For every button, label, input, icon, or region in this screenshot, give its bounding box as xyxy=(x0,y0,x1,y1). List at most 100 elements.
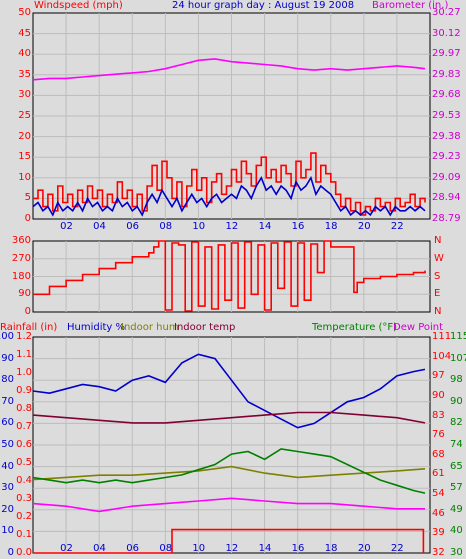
y2-tick-temperature-1: 39 xyxy=(432,527,445,539)
y-tick-rainfall-12: 1.2 xyxy=(16,331,32,342)
y-tick-direction-2: 180 xyxy=(11,270,31,282)
legend-temperature: Temperature (°F) xyxy=(312,322,398,333)
y-tick-rainfall-2: 0.2 xyxy=(16,511,32,522)
series-indoor-temp xyxy=(32,411,426,424)
x-tick-wind_baro-20: 20 xyxy=(357,221,371,232)
y2-tick-barometer-0: 28.79 xyxy=(432,213,461,224)
y3-tick-temperature-5: 74 xyxy=(450,439,463,450)
y-tick-direction-4: 360 xyxy=(11,235,31,246)
y2-tick-temperature-6: 76 xyxy=(432,429,445,441)
y3-tick-temperature-8: 98 xyxy=(450,374,463,386)
y3-tick-temperature-7: 90 xyxy=(450,395,463,407)
y2-tick-compass-1: E xyxy=(434,288,441,300)
y-tick-rainfall-7: 0.7 xyxy=(16,421,32,432)
x-tick-hum_temp-10: 10 xyxy=(192,543,206,554)
x-tick-wind_baro-08: 08 xyxy=(159,221,173,232)
y3-tick-temperature-6: 82 xyxy=(450,417,463,429)
y-tick-rainfall-11: 1.1 xyxy=(16,349,32,360)
series-humidity xyxy=(32,353,426,429)
y2-tick-temperature-8: 90 xyxy=(432,389,445,401)
y-tick-windspeed-1: 5 xyxy=(24,192,31,204)
x-tick-hum_temp-06: 06 xyxy=(126,543,139,554)
y2-tick-barometer-3: 29.23 xyxy=(432,151,461,163)
x-tick-wind_baro-10: 10 xyxy=(192,221,206,232)
series-dew-point xyxy=(32,497,425,513)
y-tick-direction-0: 0 xyxy=(24,306,31,317)
y-tick-rainfall-5: 0.5 xyxy=(16,457,32,468)
x-tick-hum_temp-08: 08 xyxy=(159,543,173,554)
x-tick-hum_temp-20: 20 xyxy=(357,543,371,554)
x-tick-wind_baro-06: 06 xyxy=(126,221,139,232)
y2-tick-barometer-4: 29.38 xyxy=(432,130,461,142)
y-tick-rainfall-4: 0.4 xyxy=(16,475,32,486)
x-tick-hum_temp-12: 12 xyxy=(225,543,239,554)
x-tick-hum_temp-04: 04 xyxy=(93,543,106,554)
y2-tick-temperature-11: 111 xyxy=(432,331,452,342)
y-tick-humidity-6: 60 xyxy=(1,417,14,429)
y3-tick-temperature-4: 65 xyxy=(450,460,463,472)
y2-tick-temperature-3: 54 xyxy=(432,488,445,500)
y-tick-humidity-0: 0 xyxy=(7,547,14,558)
y-tick-humidity-2: 20 xyxy=(1,503,14,515)
series-temperature xyxy=(32,448,426,494)
x-tick-wind_baro-04: 04 xyxy=(93,221,106,232)
y2-tick-temperature-7: 83 xyxy=(432,409,445,421)
y3-tick-temperature-9: 107 xyxy=(450,352,466,364)
y-tick-humidity-1: 10 xyxy=(1,525,14,537)
y-tick-windspeed-3: 15 xyxy=(18,151,31,163)
y3-tick-temperature-3: 57 xyxy=(450,482,463,494)
y-tick-windspeed-5: 25 xyxy=(18,110,31,121)
y2-tick-compass-0: N xyxy=(434,306,442,317)
legend-rainfall: Rainfall (in) xyxy=(0,322,58,333)
y-tick-direction-1: 90 xyxy=(18,288,31,300)
y-tick-rainfall-3: 0.3 xyxy=(16,493,32,504)
y-tick-humidity-3: 30 xyxy=(1,482,14,494)
y-tick-rainfall-10: 1.0 xyxy=(16,367,32,378)
x-tick-hum_temp-14: 14 xyxy=(258,543,272,554)
y3-tick-temperature-0: 30 xyxy=(450,547,463,558)
y-tick-humidity-7: 70 xyxy=(1,395,14,407)
y2-tick-barometer-8: 29.97 xyxy=(432,48,461,60)
series-wind-direction xyxy=(33,240,426,312)
y2-tick-barometer-2: 29.09 xyxy=(432,171,461,183)
y2-tick-temperature-0: 32 xyxy=(432,547,445,558)
legend-indoor-hum: Indoor hum xyxy=(121,322,179,333)
legend-indoor-temp: Indoor temp xyxy=(174,322,236,333)
x-tick-hum_temp-16: 16 xyxy=(291,543,305,554)
y-tick-windspeed-6: 30 xyxy=(18,89,31,101)
x-tick-wind_baro-16: 16 xyxy=(291,221,305,232)
series-rainfall xyxy=(33,528,425,554)
y-tick-rainfall-1: 0.1 xyxy=(16,529,32,540)
x-tick-wind_baro-12: 12 xyxy=(225,221,239,232)
y-tick-rainfall-8: 0.8 xyxy=(16,403,32,414)
x-tick-wind_baro-22: 22 xyxy=(390,221,404,232)
y2-tick-temperature-10: 104 xyxy=(432,350,452,362)
y2-tick-compass-3: W xyxy=(434,252,444,264)
y2-tick-barometer-9: 30.12 xyxy=(432,27,461,39)
y3-tick-temperature-1: 40 xyxy=(450,525,463,537)
windspeed-axis-label: Windspeed (mph) xyxy=(34,0,123,11)
y-tick-humidity-4: 40 xyxy=(1,460,14,472)
y2-tick-barometer-6: 29.68 xyxy=(432,89,461,101)
y-tick-rainfall-0: 0.0 xyxy=(16,547,32,558)
y-tick-windspeed-2: 10 xyxy=(18,171,31,183)
y2-tick-compass-2: S xyxy=(434,270,441,282)
series-wind-gust xyxy=(33,152,426,216)
x-tick-wind_baro-18: 18 xyxy=(324,221,338,232)
y-tick-humidity-10: 100 xyxy=(0,331,14,342)
y2-tick-barometer-10: 30.27 xyxy=(432,7,461,18)
y2-tick-temperature-2: 46 xyxy=(432,507,445,519)
y-tick-windspeed-9: 45 xyxy=(18,27,31,39)
legend-dew-point: Dew Point xyxy=(393,322,444,333)
barometer-axis-label: Barometer (in.) xyxy=(372,0,449,11)
chart-title: 24 hour graph day : August 19 2008 xyxy=(172,0,355,11)
y2-tick-barometer-7: 29.83 xyxy=(432,68,461,80)
series-wind-average xyxy=(32,175,426,217)
y2-tick-barometer-5: 29.53 xyxy=(432,110,461,121)
y-tick-windspeed-10: 50 xyxy=(18,7,31,18)
y2-tick-temperature-9: 97 xyxy=(432,370,445,382)
y2-tick-temperature-4: 61 xyxy=(432,468,445,480)
x-tick-hum_temp-02: 02 xyxy=(60,543,73,554)
y-tick-humidity-9: 90 xyxy=(1,352,14,364)
y-tick-humidity-5: 50 xyxy=(1,439,14,450)
